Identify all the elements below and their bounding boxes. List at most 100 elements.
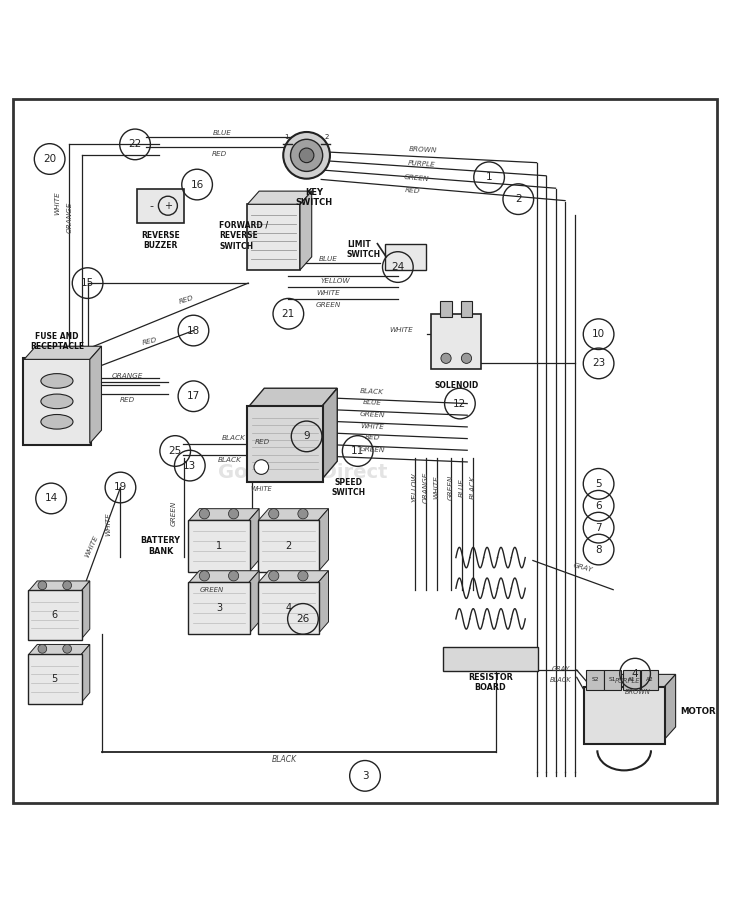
Text: 22: 22 [128, 140, 142, 150]
Text: 2: 2 [285, 541, 291, 551]
Text: BLACK: BLACK [360, 388, 385, 395]
FancyBboxPatch shape [641, 670, 658, 690]
Text: WHITE: WHITE [434, 475, 439, 500]
FancyBboxPatch shape [385, 244, 426, 270]
Text: 2: 2 [325, 134, 329, 140]
Text: BLUE: BLUE [213, 131, 232, 136]
Text: 1: 1 [284, 134, 288, 140]
Text: RED: RED [178, 295, 194, 305]
Text: GREEN: GREEN [403, 174, 429, 182]
FancyBboxPatch shape [28, 591, 82, 640]
Text: ORANGE: ORANGE [112, 373, 143, 379]
Text: YELLOW: YELLOW [412, 473, 418, 502]
Text: 3: 3 [216, 603, 222, 613]
Circle shape [228, 509, 239, 519]
Polygon shape [258, 509, 328, 520]
Text: 5: 5 [52, 674, 58, 684]
Polygon shape [300, 191, 312, 270]
Text: 2: 2 [515, 194, 522, 204]
Circle shape [199, 571, 210, 581]
Text: A2: A2 [646, 677, 653, 682]
Text: 23: 23 [592, 358, 605, 368]
Polygon shape [249, 571, 259, 633]
Text: S2: S2 [591, 677, 599, 682]
Text: RED: RED [255, 439, 270, 446]
Text: RED: RED [142, 336, 158, 346]
Polygon shape [28, 581, 90, 591]
Circle shape [199, 509, 210, 519]
Circle shape [283, 132, 330, 179]
Text: BLUE: BLUE [319, 256, 338, 262]
Text: 11: 11 [351, 446, 364, 456]
Text: RESISTOR
BOARD: RESISTOR BOARD [468, 673, 513, 692]
Text: BLUE: BLUE [363, 400, 382, 406]
Text: MOTOR: MOTOR [680, 707, 716, 716]
FancyBboxPatch shape [431, 315, 482, 369]
Text: GREEN: GREEN [171, 501, 177, 526]
Circle shape [38, 644, 47, 653]
FancyBboxPatch shape [258, 520, 319, 572]
Text: 7: 7 [595, 522, 602, 533]
Text: WHITE: WHITE [105, 512, 111, 536]
Text: 4: 4 [631, 668, 639, 678]
Text: GREEN: GREEN [316, 302, 341, 308]
Circle shape [298, 509, 308, 519]
Text: BLACK: BLACK [550, 677, 572, 683]
Circle shape [299, 148, 314, 162]
FancyBboxPatch shape [258, 582, 319, 634]
Polygon shape [247, 191, 312, 204]
Text: GolfCartsDirect: GolfCartsDirect [218, 464, 388, 483]
Polygon shape [318, 571, 328, 633]
Text: 4: 4 [285, 603, 291, 613]
Circle shape [298, 571, 308, 581]
Circle shape [441, 354, 451, 364]
Text: 14: 14 [45, 493, 58, 503]
Text: GREEN: GREEN [448, 474, 454, 500]
Polygon shape [249, 509, 259, 572]
Text: PURPLE: PURPLE [615, 678, 640, 684]
Text: +: + [164, 201, 172, 211]
Text: YELLOW: YELLOW [321, 278, 350, 284]
Text: 8: 8 [595, 545, 602, 555]
Ellipse shape [41, 373, 73, 388]
FancyBboxPatch shape [137, 189, 184, 223]
Text: RED: RED [364, 435, 380, 441]
Circle shape [269, 571, 279, 581]
Text: 10: 10 [592, 329, 605, 339]
FancyBboxPatch shape [28, 654, 82, 704]
Text: REVERSE
BUZZER: REVERSE BUZZER [141, 231, 180, 251]
Text: 13: 13 [183, 461, 196, 471]
Text: WHITE: WHITE [317, 290, 340, 297]
Circle shape [63, 644, 72, 653]
Text: 5: 5 [595, 479, 602, 489]
FancyBboxPatch shape [188, 520, 250, 572]
Text: SOLENOID: SOLENOID [434, 381, 478, 390]
Text: BLACK: BLACK [222, 435, 245, 441]
FancyBboxPatch shape [444, 647, 537, 671]
Polygon shape [90, 346, 101, 444]
Text: BROWN: BROWN [409, 146, 438, 154]
Text: 21: 21 [282, 308, 295, 318]
Text: BLACK: BLACK [470, 475, 476, 500]
Polygon shape [189, 509, 259, 520]
FancyBboxPatch shape [188, 582, 250, 634]
Circle shape [228, 571, 239, 581]
FancyBboxPatch shape [604, 670, 621, 690]
Text: 20: 20 [43, 154, 56, 164]
Text: 24: 24 [391, 262, 404, 272]
Text: 15: 15 [81, 278, 94, 288]
Text: 1: 1 [216, 541, 222, 551]
Polygon shape [586, 675, 676, 689]
Text: WHITE: WHITE [361, 422, 384, 429]
Circle shape [254, 460, 269, 474]
Text: RED: RED [404, 187, 420, 194]
Text: BLACK: BLACK [272, 755, 297, 764]
Circle shape [38, 581, 47, 590]
Text: WHITE: WHITE [390, 327, 413, 333]
Text: LIMIT
SWITCH: LIMIT SWITCH [347, 240, 381, 259]
FancyBboxPatch shape [584, 686, 664, 744]
Text: BLACK: BLACK [218, 457, 242, 464]
Polygon shape [28, 644, 90, 655]
FancyBboxPatch shape [623, 670, 640, 690]
Text: 6: 6 [52, 611, 58, 621]
